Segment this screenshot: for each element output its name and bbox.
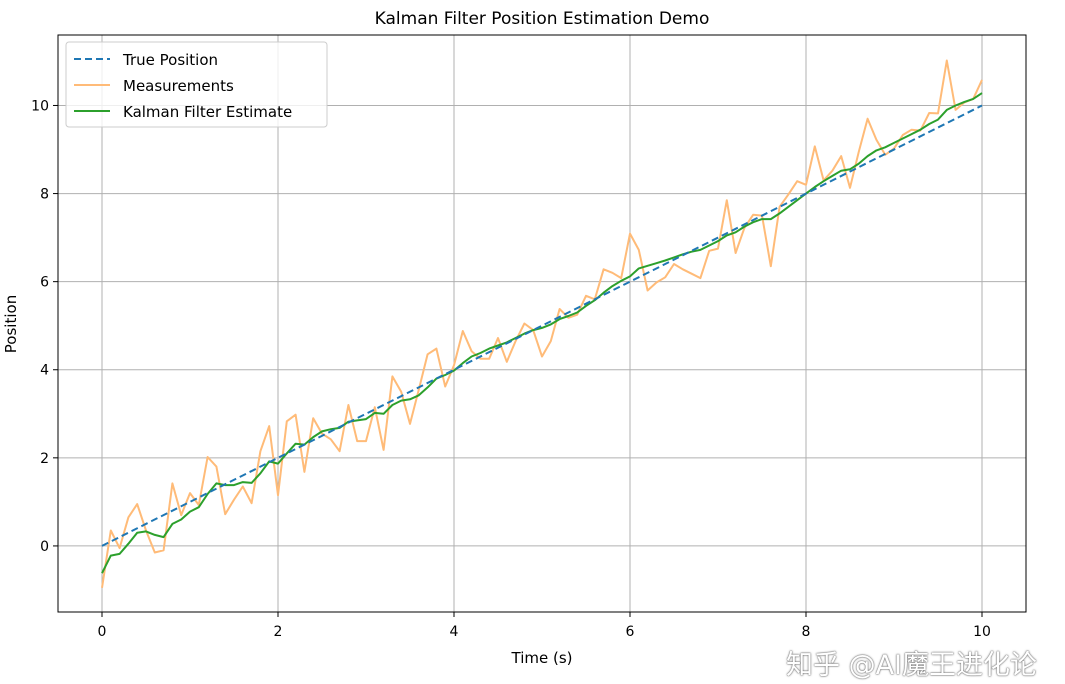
watermark: 知乎 @AI魔王进化论	[785, 650, 1037, 681]
legend-label: Kalman Filter Estimate	[123, 103, 292, 121]
series-lines	[101, 59, 983, 588]
x-tick-label: 8	[802, 624, 811, 640]
series-line-kalman-filter-estimate	[101, 92, 983, 574]
legend: True Position Measurements Kalman Filter E…	[65, 41, 328, 128]
x-tick-label: 6	[626, 624, 635, 640]
y-tick-label: 0	[40, 539, 49, 555]
y-tick-label: 2	[40, 451, 49, 467]
y-axis-label: Position	[2, 295, 20, 353]
x-tick-label: 10	[973, 624, 991, 640]
x-tick-label: 4	[450, 624, 459, 640]
x-tick-label: 0	[98, 624, 107, 640]
x-axis-label: Time (s)	[511, 649, 573, 667]
x-tick-label: 2	[274, 624, 283, 640]
y-tick-label: 10	[31, 98, 49, 114]
legend-label: Measurements	[123, 77, 234, 95]
y-tick-label: 6	[40, 275, 49, 291]
legend-label: True Position	[122, 51, 218, 69]
y-tick-label: 8	[40, 187, 49, 203]
series-line-true-position	[101, 104, 983, 547]
plot-frame	[57, 34, 1027, 613]
y-tick-label: 4	[40, 363, 49, 379]
legend-box	[65, 41, 328, 128]
ticks: 0 2 4 6 8 10 0 2 4 6 8 10	[31, 98, 991, 640]
series-line-measurements	[101, 59, 983, 588]
chart-title: Kalman Filter Position Estimation Demo	[375, 9, 710, 29]
